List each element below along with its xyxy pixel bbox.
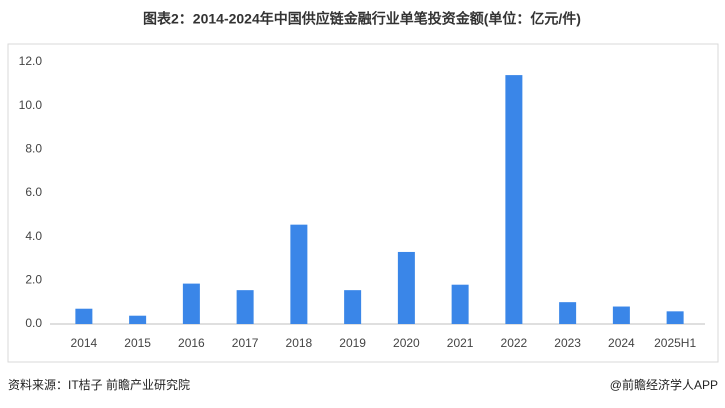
bar: [344, 290, 362, 324]
x-tick-label: 2020: [393, 336, 420, 350]
bar: [559, 302, 577, 324]
credit: @前瞻经济学人APP: [610, 377, 718, 392]
bar: [182, 283, 200, 324]
y-tick-label: 0.0: [25, 316, 42, 330]
x-tick-label: 2021: [447, 336, 474, 350]
bar: [75, 308, 93, 324]
x-tick-label: 2024: [608, 336, 635, 350]
x-tick-label: 2022: [501, 336, 528, 350]
bar: [129, 315, 147, 324]
y-tick-label: 10.0: [19, 98, 43, 112]
bar: [666, 311, 684, 324]
bar: [290, 224, 308, 324]
bar: [612, 306, 630, 324]
x-tick-label: 2016: [178, 336, 205, 350]
x-tick-label: 2019: [339, 336, 366, 350]
bar: [451, 284, 469, 324]
bar: [505, 75, 523, 324]
y-tick-label: 4.0: [25, 229, 42, 243]
y-tick-label: 2.0: [25, 273, 42, 287]
chart-title: 图表2：2014-2024年中国供应链金融行业单笔投资金额(单位：亿元/件): [143, 11, 581, 27]
x-tick-label: 2025H1: [654, 336, 696, 350]
x-tick-label: 2017: [232, 336, 259, 350]
x-tick-label: 2014: [71, 336, 98, 350]
y-tick-label: 8.0: [25, 142, 42, 156]
plot-frame: [7, 43, 719, 363]
source: 资料来源：IT桔子 前瞻产业研究院: [8, 377, 190, 392]
x-tick-label: 2023: [554, 336, 581, 350]
y-tick-label: 6.0: [25, 185, 42, 199]
bar: [236, 290, 254, 324]
y-tick-label: 12.0: [19, 54, 43, 68]
x-tick-label: 2015: [124, 336, 151, 350]
x-tick-label: 2018: [286, 336, 313, 350]
bar: [397, 251, 415, 324]
